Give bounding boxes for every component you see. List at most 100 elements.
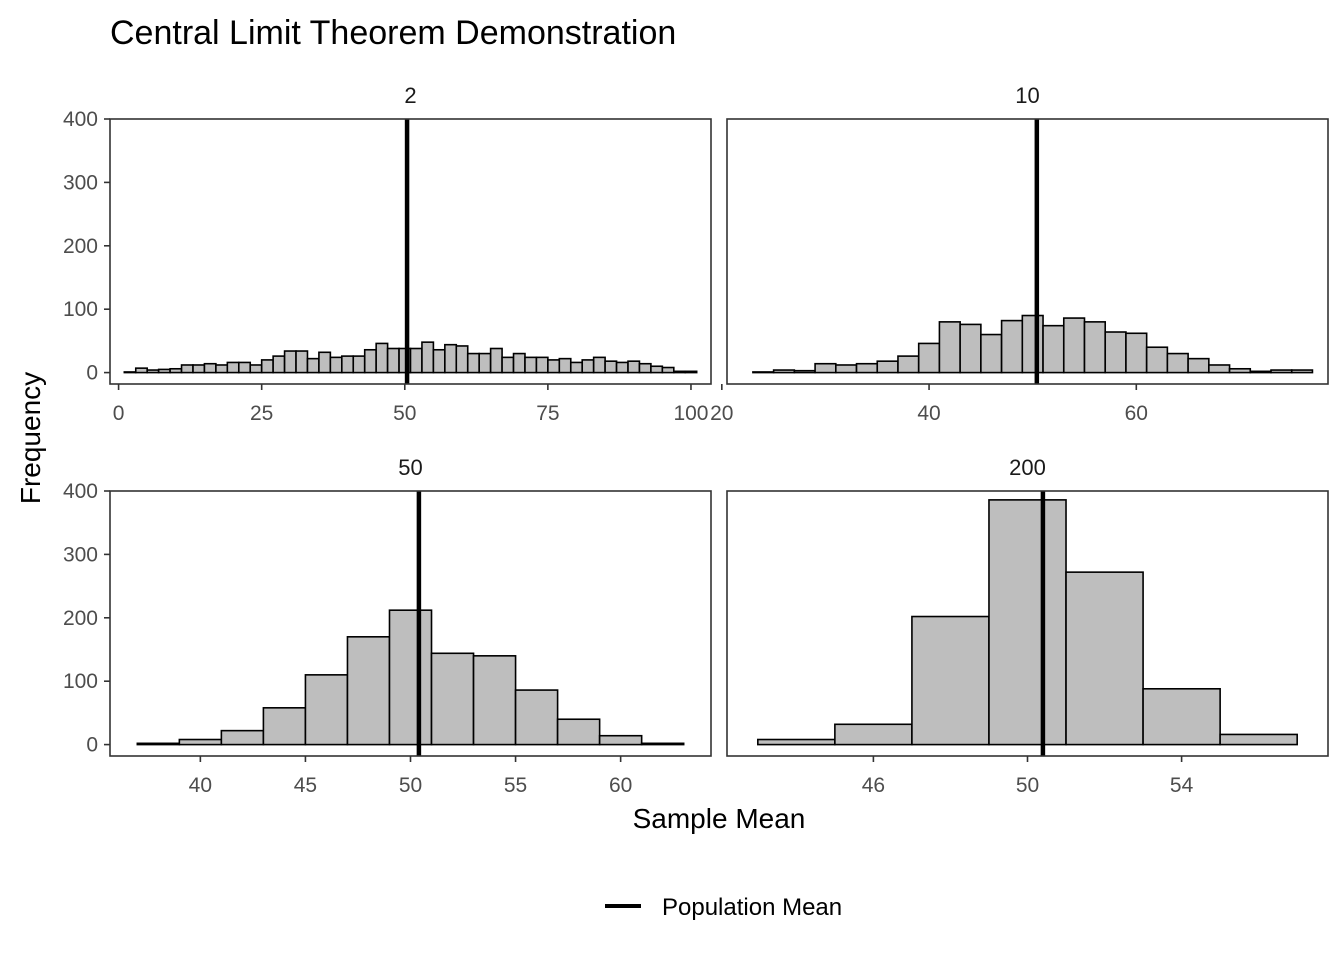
bar bbox=[514, 689, 559, 746]
bar bbox=[855, 362, 879, 374]
bar bbox=[627, 360, 641, 374]
x-tick-label: 50 bbox=[399, 774, 422, 797]
bar bbox=[1208, 364, 1231, 374]
y-tick-label: 400 bbox=[63, 108, 98, 131]
y-axis-title: Frequency bbox=[15, 372, 46, 504]
y-tick-label: 100 bbox=[63, 298, 98, 321]
bar bbox=[581, 359, 595, 374]
bar bbox=[203, 362, 217, 374]
bar bbox=[1270, 369, 1293, 374]
x-tick-label: 75 bbox=[536, 402, 559, 425]
bar bbox=[1145, 346, 1169, 374]
bar bbox=[346, 636, 391, 746]
bar bbox=[192, 364, 206, 374]
bar bbox=[569, 361, 584, 374]
bar bbox=[178, 738, 223, 746]
bar bbox=[1219, 733, 1298, 746]
bar bbox=[306, 357, 320, 374]
bar bbox=[501, 356, 515, 374]
x-tick-label: 60 bbox=[1125, 402, 1148, 425]
bar bbox=[262, 707, 307, 746]
bar bbox=[237, 361, 252, 374]
bar bbox=[304, 674, 349, 746]
x-tick-label: 46 bbox=[862, 774, 885, 797]
bar bbox=[547, 359, 561, 374]
bar bbox=[1228, 367, 1252, 374]
bar bbox=[363, 348, 377, 374]
bar bbox=[432, 348, 446, 374]
bar bbox=[215, 364, 229, 374]
bar bbox=[1187, 357, 1210, 374]
bar bbox=[1021, 314, 1044, 374]
bar bbox=[604, 360, 618, 374]
bar bbox=[489, 347, 503, 374]
x-tick-label: 20 bbox=[710, 402, 733, 425]
bar bbox=[283, 350, 297, 374]
bar bbox=[917, 342, 941, 374]
bar bbox=[1166, 352, 1189, 374]
bar bbox=[329, 356, 343, 374]
bar bbox=[478, 352, 492, 374]
bar bbox=[558, 357, 572, 374]
bar bbox=[466, 352, 480, 374]
bar bbox=[1042, 324, 1065, 374]
x-tick-label: 55 bbox=[504, 774, 527, 797]
bar bbox=[524, 356, 538, 374]
bar bbox=[684, 370, 698, 374]
bar bbox=[1083, 321, 1107, 374]
bar bbox=[318, 351, 332, 374]
legend: Population Mean bbox=[605, 894, 842, 921]
facet-strip-label: 50 bbox=[398, 455, 422, 480]
bar bbox=[1249, 370, 1272, 374]
bar bbox=[834, 364, 858, 374]
bar bbox=[226, 361, 240, 374]
bar bbox=[512, 352, 526, 374]
facet-panel-200: 200 46 50 54 bbox=[726, 455, 1329, 797]
x-tick-label: 100 bbox=[673, 402, 708, 425]
y-tick-label: 300 bbox=[63, 171, 98, 194]
x-tick-label: 40 bbox=[189, 774, 212, 797]
x-tick-label: 25 bbox=[250, 402, 273, 425]
bar bbox=[272, 355, 286, 374]
bar bbox=[123, 371, 137, 374]
y-tick-label: 100 bbox=[63, 670, 98, 693]
bar bbox=[897, 355, 920, 374]
bar bbox=[444, 343, 458, 374]
x-tick-label: 45 bbox=[294, 774, 317, 797]
bar bbox=[752, 371, 775, 374]
x-tick-label: 50 bbox=[1016, 774, 1039, 797]
y-tick-label: 0 bbox=[86, 734, 98, 757]
y-tick-label: 300 bbox=[63, 543, 98, 566]
bar bbox=[535, 356, 549, 374]
bar bbox=[959, 323, 982, 374]
bar bbox=[1290, 369, 1314, 374]
chart-title: Central Limit Theorem Demonstration bbox=[110, 14, 676, 52]
bar bbox=[180, 364, 194, 374]
bar bbox=[980, 333, 1003, 374]
bar bbox=[169, 367, 183, 374]
bar bbox=[834, 723, 913, 746]
bar bbox=[1142, 687, 1221, 746]
bar bbox=[650, 365, 664, 374]
bar bbox=[938, 321, 961, 374]
bar bbox=[472, 655, 517, 746]
facet-strip-label: 200 bbox=[1009, 455, 1046, 480]
panel-border bbox=[109, 118, 712, 385]
bar bbox=[421, 341, 435, 374]
bar bbox=[757, 738, 836, 746]
bar bbox=[134, 367, 149, 374]
y-tick-label: 0 bbox=[86, 362, 98, 385]
x-tick-label: 40 bbox=[917, 402, 940, 425]
bar bbox=[640, 742, 685, 746]
bar bbox=[455, 345, 469, 374]
bar bbox=[146, 369, 160, 374]
bar bbox=[295, 350, 309, 374]
bar bbox=[386, 347, 400, 374]
x-tick-label: 50 bbox=[393, 402, 416, 425]
bar bbox=[352, 355, 366, 374]
bar bbox=[409, 347, 423, 374]
facet-strip-label: 10 bbox=[1015, 83, 1039, 108]
bar bbox=[430, 652, 475, 746]
bar bbox=[249, 364, 263, 374]
